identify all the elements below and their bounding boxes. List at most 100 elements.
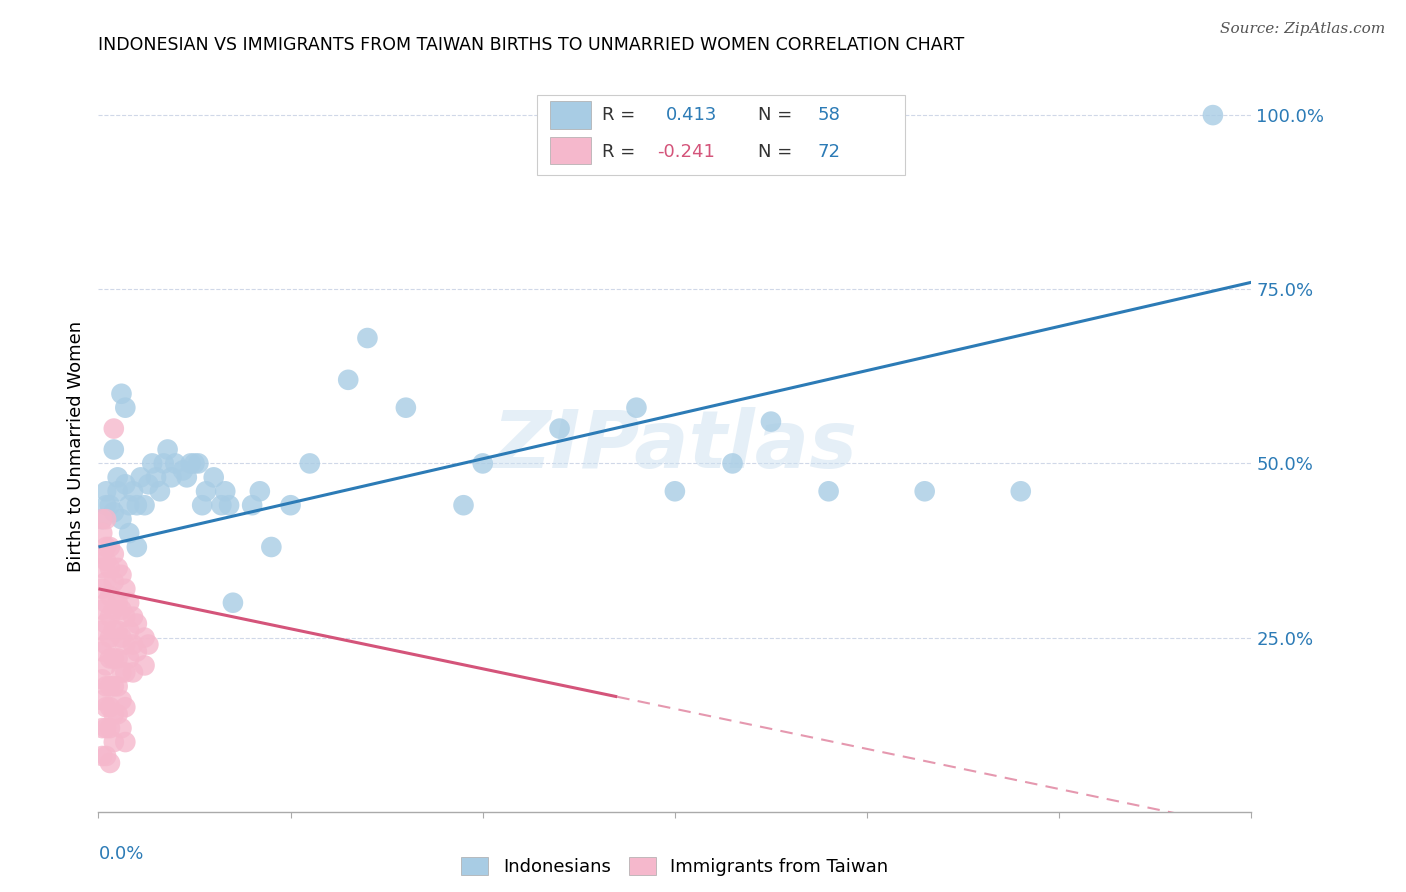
Point: [298, 457, 321, 471]
Point: [114, 609, 136, 624]
Point: [94, 616, 117, 631]
Point: [91, 512, 114, 526]
Point: [195, 484, 218, 499]
Point: [160, 470, 183, 484]
Point: [125, 540, 148, 554]
Point: [94, 574, 117, 589]
Point: [110, 567, 132, 582]
Point: [103, 624, 125, 638]
Point: [98, 589, 121, 603]
Point: [118, 526, 141, 541]
Point: [817, 484, 839, 499]
Point: [103, 547, 125, 561]
Point: [91, 644, 114, 658]
Point: [110, 665, 132, 680]
Point: [103, 505, 125, 519]
Point: [94, 679, 117, 693]
Point: [1010, 484, 1032, 499]
Point: [110, 693, 132, 707]
Point: [110, 603, 132, 617]
Point: [98, 609, 121, 624]
Text: 72: 72: [818, 143, 841, 161]
Point: [103, 574, 125, 589]
Point: [91, 603, 114, 617]
Point: [218, 498, 240, 512]
Point: [114, 477, 136, 491]
Point: [91, 547, 114, 561]
Point: [118, 596, 141, 610]
Text: ZIPatlas: ZIPatlas: [492, 407, 858, 485]
Point: [110, 721, 132, 735]
Text: 0.413: 0.413: [665, 106, 717, 124]
Point: [107, 707, 129, 722]
Point: [129, 470, 152, 484]
Point: [94, 700, 117, 714]
Point: [91, 749, 114, 764]
Point: [107, 624, 129, 638]
Point: [94, 638, 117, 652]
Point: [91, 582, 114, 596]
Point: [103, 603, 125, 617]
Point: [125, 616, 148, 631]
Point: [110, 386, 132, 401]
Point: [209, 498, 232, 512]
Point: [107, 470, 129, 484]
Point: [114, 638, 136, 652]
Point: [91, 561, 114, 575]
Point: [94, 596, 117, 610]
Point: [94, 554, 117, 568]
Point: [202, 470, 225, 484]
Point: [94, 498, 117, 512]
Point: [98, 721, 121, 735]
Point: [149, 484, 172, 499]
Point: [125, 498, 148, 512]
Point: [107, 679, 129, 693]
Point: [548, 421, 571, 435]
Point: [664, 484, 686, 499]
Point: [152, 457, 174, 471]
Point: [91, 693, 114, 707]
Point: [118, 651, 141, 665]
Point: [176, 470, 198, 484]
Point: [180, 457, 202, 471]
Point: [125, 644, 148, 658]
Point: [91, 721, 114, 735]
Point: [103, 421, 125, 435]
Point: [122, 665, 145, 680]
Point: [94, 749, 117, 764]
Point: [98, 679, 121, 693]
Text: INDONESIAN VS IMMIGRANTS FROM TAIWAN BIRTHS TO UNMARRIED WOMEN CORRELATION CHART: INDONESIAN VS IMMIGRANTS FROM TAIWAN BIR…: [98, 36, 965, 54]
Point: [114, 401, 136, 415]
Point: [118, 624, 141, 638]
Point: [103, 442, 125, 457]
FancyBboxPatch shape: [537, 95, 905, 176]
Point: [759, 415, 782, 429]
Point: [249, 484, 271, 499]
Point: [141, 457, 163, 471]
Point: [395, 401, 418, 415]
Point: [114, 700, 136, 714]
FancyBboxPatch shape: [550, 136, 591, 164]
Text: N =: N =: [758, 143, 797, 161]
Point: [98, 631, 121, 645]
Point: [91, 526, 114, 541]
Point: [134, 658, 156, 673]
Point: [214, 484, 236, 499]
Point: [183, 457, 205, 471]
Point: [94, 658, 117, 673]
Point: [122, 638, 145, 652]
Point: [134, 631, 156, 645]
Text: Source: ZipAtlas.com: Source: ZipAtlas.com: [1219, 22, 1385, 37]
Point: [1202, 108, 1225, 122]
Point: [721, 457, 744, 471]
Point: [91, 673, 114, 687]
Point: [110, 631, 132, 645]
Point: [98, 700, 121, 714]
Point: [138, 638, 160, 652]
Point: [107, 596, 129, 610]
Point: [165, 457, 187, 471]
Point: [94, 484, 117, 499]
Point: [103, 679, 125, 693]
Point: [138, 477, 160, 491]
Point: [156, 442, 179, 457]
